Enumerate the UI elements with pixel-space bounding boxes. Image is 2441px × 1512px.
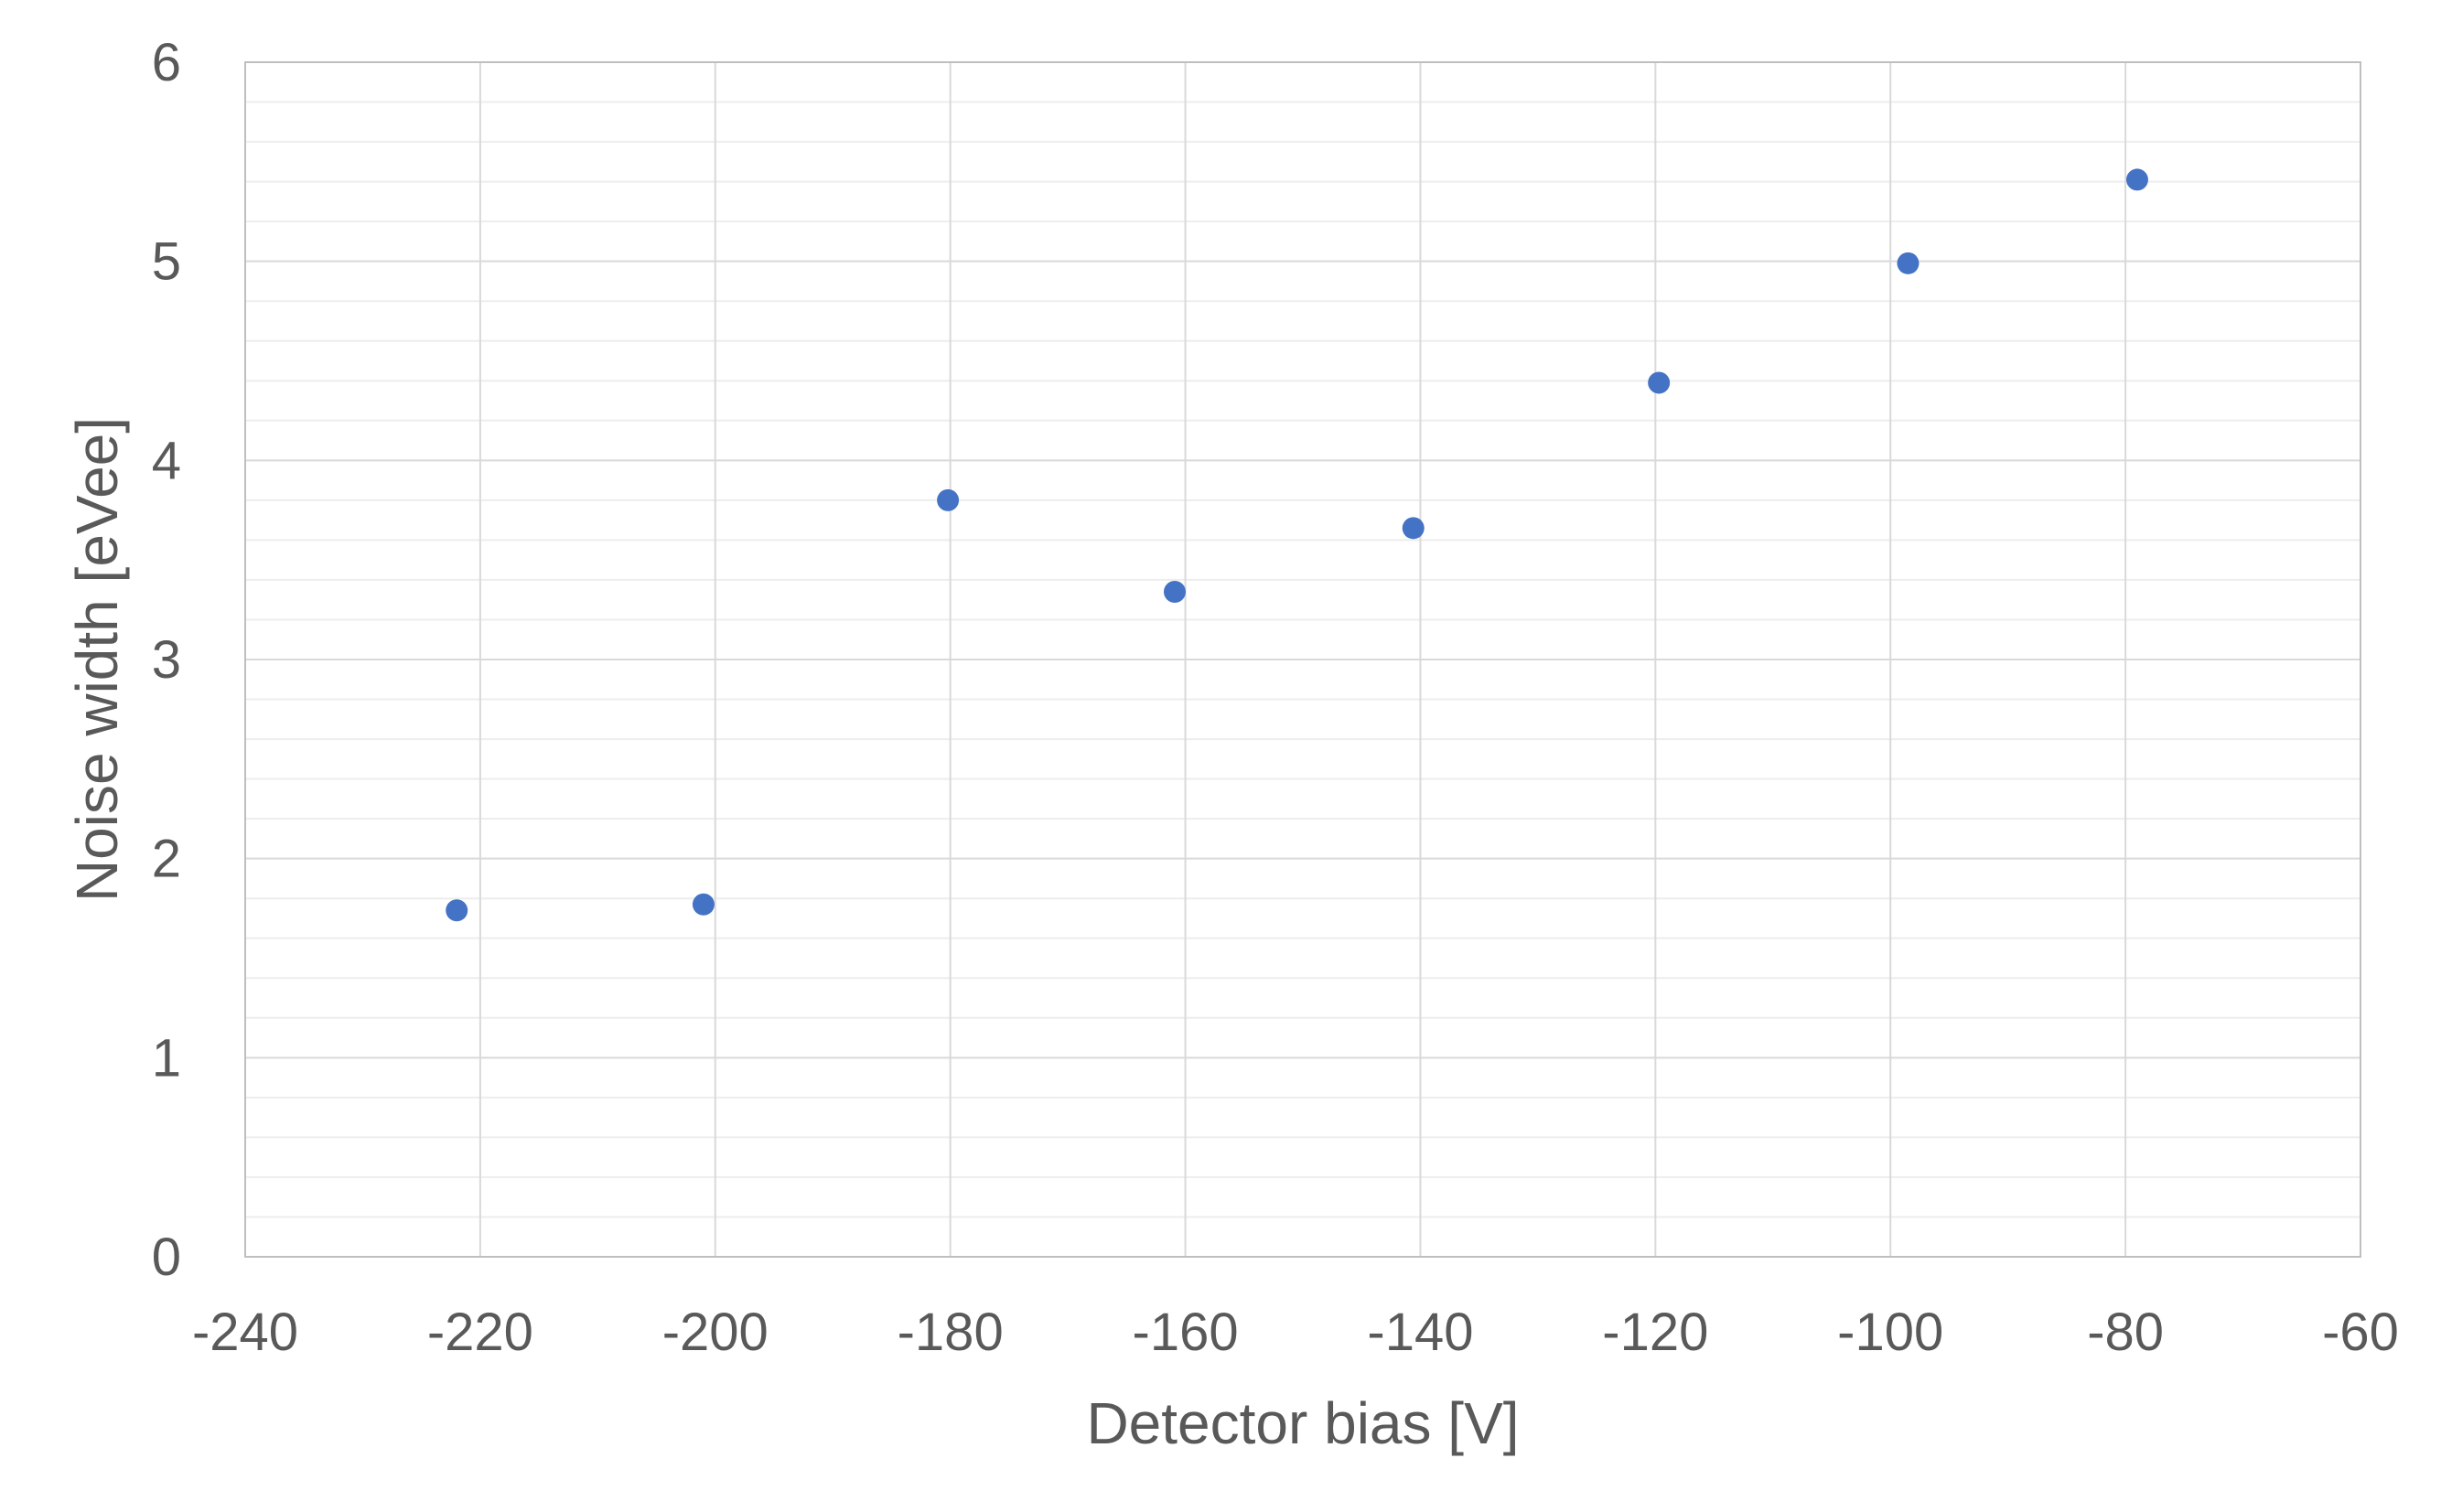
y-tick-label: 5 <box>152 232 181 292</box>
data-point <box>692 893 715 916</box>
y-tick-label: 3 <box>152 630 181 690</box>
data-point <box>1402 517 1425 540</box>
x-axis-tick-labels: -240 -220 -200 -180 -160 -140 -120 -100 -80 -60 <box>192 1303 2399 1362</box>
x-tick-label: -140 <box>1367 1303 1473 1362</box>
x-tick-label: -240 <box>192 1303 298 1362</box>
y-tick-label: 6 <box>152 33 181 92</box>
data-point <box>446 899 468 922</box>
y-axis-title: Noise width [eVee] <box>64 417 130 902</box>
y-axis-tick-labels: 0 1 2 3 4 5 6 <box>152 33 181 1287</box>
minor-gridlines <box>245 101 2360 1218</box>
y-tick-label: 0 <box>152 1228 181 1287</box>
x-tick-label: -220 <box>427 1303 533 1362</box>
y-tick-label: 1 <box>152 1028 181 1088</box>
x-tick-label: -100 <box>1837 1303 1943 1362</box>
major-gridlines <box>244 61 2361 1258</box>
x-tick-label: -120 <box>1602 1303 1708 1362</box>
data-points <box>446 168 2148 922</box>
data-point <box>937 488 960 511</box>
x-tick-label: -60 <box>2322 1303 2399 1362</box>
x-tick-label: -180 <box>898 1303 1004 1362</box>
x-tick-label: -80 <box>2087 1303 2164 1362</box>
data-point <box>1648 371 1671 394</box>
y-tick-label: 4 <box>152 431 181 490</box>
x-tick-label: -160 <box>1133 1303 1239 1362</box>
y-tick-label: 2 <box>152 830 181 889</box>
data-point <box>1897 252 1919 274</box>
x-axis-title: Detector bias [V] <box>1086 1390 1519 1456</box>
data-point <box>2125 168 2148 191</box>
plot-area-frame <box>244 61 2361 1258</box>
data-point <box>1163 580 1186 603</box>
x-tick-label: -200 <box>662 1303 769 1362</box>
